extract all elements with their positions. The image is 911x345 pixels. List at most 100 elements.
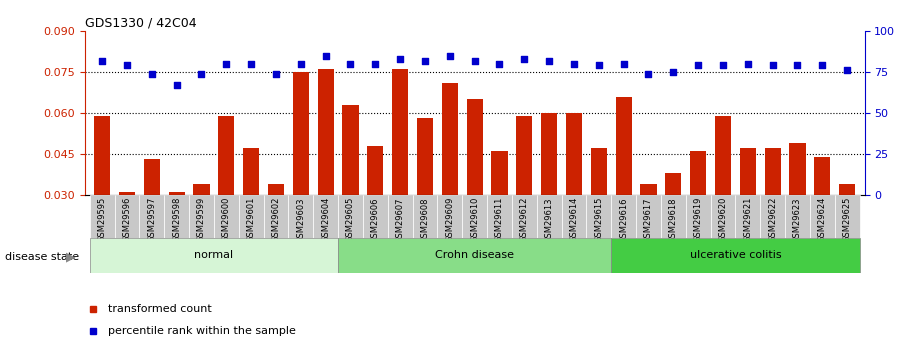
Bar bbox=[193, 184, 210, 277]
Bar bbox=[537, 195, 561, 238]
Text: GSM29609: GSM29609 bbox=[445, 197, 455, 243]
Text: GSM29595: GSM29595 bbox=[97, 197, 107, 242]
Text: GSM29606: GSM29606 bbox=[371, 197, 380, 243]
Text: GDS1330 / 42C04: GDS1330 / 42C04 bbox=[85, 17, 197, 30]
Bar bbox=[761, 195, 785, 238]
Bar bbox=[392, 69, 408, 277]
Point bbox=[591, 63, 606, 68]
Point bbox=[368, 61, 383, 67]
Text: GSM29625: GSM29625 bbox=[843, 197, 852, 243]
Text: GSM29613: GSM29613 bbox=[545, 197, 554, 243]
Text: GSM29604: GSM29604 bbox=[321, 197, 330, 243]
Bar bbox=[89, 195, 115, 238]
Bar bbox=[115, 195, 139, 238]
Text: normal: normal bbox=[194, 250, 233, 260]
Bar bbox=[814, 157, 831, 277]
Bar bbox=[611, 195, 636, 238]
Bar bbox=[219, 116, 234, 277]
Text: transformed count: transformed count bbox=[108, 304, 212, 314]
Bar bbox=[338, 238, 611, 273]
Bar bbox=[616, 97, 631, 277]
Bar bbox=[338, 195, 363, 238]
Text: GSM29624: GSM29624 bbox=[818, 197, 827, 243]
Point bbox=[244, 61, 259, 67]
Bar bbox=[690, 151, 706, 277]
Point bbox=[169, 82, 184, 88]
Bar bbox=[810, 195, 834, 238]
Bar bbox=[466, 99, 483, 277]
Point bbox=[467, 58, 482, 63]
Point bbox=[790, 63, 804, 68]
Text: GSM29597: GSM29597 bbox=[148, 197, 157, 243]
Bar bbox=[367, 146, 384, 277]
Text: ulcerative colitis: ulcerative colitis bbox=[690, 250, 782, 260]
Point bbox=[293, 61, 308, 67]
Point bbox=[443, 53, 457, 58]
Bar bbox=[711, 195, 735, 238]
Bar bbox=[214, 195, 239, 238]
Bar bbox=[89, 238, 338, 273]
Bar bbox=[487, 195, 512, 238]
Text: disease state: disease state bbox=[5, 252, 78, 262]
Bar bbox=[164, 195, 189, 238]
Text: GSM29612: GSM29612 bbox=[520, 197, 528, 243]
Bar bbox=[566, 113, 582, 277]
Point bbox=[617, 61, 631, 67]
Bar bbox=[640, 184, 657, 277]
Bar bbox=[517, 116, 532, 277]
Point bbox=[517, 56, 532, 62]
Bar bbox=[561, 195, 587, 238]
Bar bbox=[735, 195, 761, 238]
Bar bbox=[785, 195, 810, 238]
Text: GSM29620: GSM29620 bbox=[719, 197, 728, 243]
Point bbox=[95, 58, 109, 63]
Bar bbox=[189, 195, 214, 238]
Point bbox=[567, 61, 581, 67]
Text: GSM29619: GSM29619 bbox=[693, 197, 702, 243]
Bar bbox=[442, 83, 458, 277]
Bar bbox=[417, 118, 433, 277]
Point bbox=[765, 63, 780, 68]
Bar bbox=[343, 105, 359, 277]
Point bbox=[840, 68, 855, 73]
Point bbox=[542, 58, 557, 63]
Text: Crohn disease: Crohn disease bbox=[435, 250, 514, 260]
Text: GSM29601: GSM29601 bbox=[247, 197, 256, 243]
Text: percentile rank within the sample: percentile rank within the sample bbox=[108, 326, 296, 336]
Text: GSM29622: GSM29622 bbox=[768, 197, 777, 243]
Bar bbox=[292, 72, 309, 277]
Bar bbox=[541, 113, 558, 277]
Point bbox=[691, 63, 705, 68]
Bar bbox=[686, 195, 711, 238]
Text: GSM29614: GSM29614 bbox=[569, 197, 578, 243]
Bar bbox=[318, 69, 333, 277]
Text: GSM29599: GSM29599 bbox=[197, 197, 206, 242]
Text: GSM29596: GSM29596 bbox=[122, 197, 131, 243]
Text: GSM29617: GSM29617 bbox=[644, 197, 653, 243]
Text: GSM29602: GSM29602 bbox=[271, 197, 281, 243]
Point bbox=[716, 63, 731, 68]
Text: GSM29623: GSM29623 bbox=[793, 197, 802, 243]
Point bbox=[343, 61, 358, 67]
Bar bbox=[587, 195, 611, 238]
Bar bbox=[144, 159, 159, 277]
Text: GSM29621: GSM29621 bbox=[743, 197, 752, 243]
Bar bbox=[139, 195, 164, 238]
Point bbox=[492, 61, 507, 67]
Point bbox=[815, 63, 830, 68]
Text: GSM29608: GSM29608 bbox=[421, 197, 429, 243]
Bar bbox=[388, 195, 413, 238]
Text: GSM29598: GSM29598 bbox=[172, 197, 181, 243]
Bar bbox=[611, 238, 860, 273]
Text: GSM29610: GSM29610 bbox=[470, 197, 479, 243]
Bar bbox=[590, 148, 607, 277]
Text: GSM29600: GSM29600 bbox=[221, 197, 230, 243]
Bar bbox=[268, 184, 284, 277]
Text: GSM29605: GSM29605 bbox=[346, 197, 355, 243]
Point bbox=[219, 61, 233, 67]
Bar bbox=[363, 195, 388, 238]
Point bbox=[417, 58, 432, 63]
Bar bbox=[834, 195, 860, 238]
Bar bbox=[118, 192, 135, 277]
Text: ▶: ▶ bbox=[66, 250, 76, 264]
